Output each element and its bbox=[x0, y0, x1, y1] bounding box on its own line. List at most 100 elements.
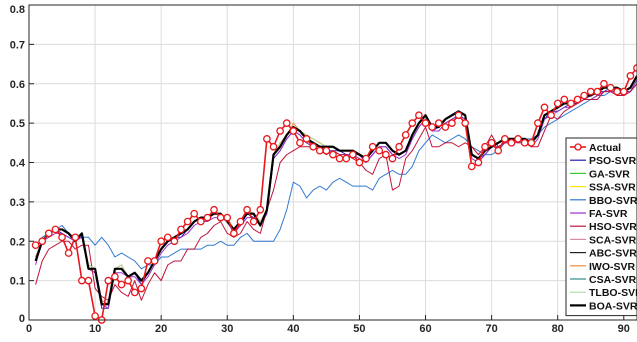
data-point-actual bbox=[500, 135, 509, 143]
x-tick-label: 10 bbox=[89, 323, 101, 335]
data-point-actual bbox=[342, 154, 351, 163]
data-point-actual bbox=[243, 205, 251, 214]
data-point-actual bbox=[117, 280, 126, 289]
legend-label: SCA-SVR bbox=[589, 234, 637, 246]
x-tick-label: 80 bbox=[552, 323, 564, 335]
data-point-actual bbox=[434, 119, 443, 127]
data-point-actual bbox=[276, 127, 284, 135]
x-tick-label: 50 bbox=[353, 323, 365, 335]
data-point-actual bbox=[441, 123, 450, 131]
data-point-actual bbox=[157, 237, 166, 246]
data-point-actual bbox=[507, 138, 516, 147]
legend-label: SSA-SVR bbox=[589, 182, 636, 194]
data-point-actual bbox=[368, 142, 377, 151]
x-tick-label: 40 bbox=[287, 323, 299, 335]
data-point-actual bbox=[454, 111, 463, 120]
data-point-actual bbox=[269, 142, 278, 151]
x-tick-label: 70 bbox=[485, 323, 497, 335]
data-point-actual bbox=[335, 154, 344, 163]
data-point-actual bbox=[58, 233, 66, 242]
data-point-actual bbox=[104, 276, 113, 285]
axis-tick-labels: 0 10 20 30 40 50 60 70 80 90 0 0.1 0.2 0.3 0.4 0.5 0.6 0.… bbox=[10, 4, 630, 335]
data-point-actual bbox=[600, 79, 608, 88]
data-point-actual bbox=[315, 146, 324, 155]
data-point-actual bbox=[467, 162, 476, 171]
y-tick-label: 0.1 bbox=[10, 276, 25, 288]
data-point-actual bbox=[481, 142, 489, 151]
data-point-actual bbox=[448, 119, 456, 127]
data-point-actual bbox=[51, 225, 60, 234]
data-point-actual bbox=[408, 119, 417, 127]
x-tick-label: 60 bbox=[419, 323, 431, 335]
data-point-actual bbox=[534, 119, 542, 127]
data-point-actual bbox=[64, 249, 73, 257]
data-point-actual bbox=[170, 237, 179, 246]
data-point-actual bbox=[619, 87, 628, 96]
legend-label: PSO-SVR bbox=[589, 155, 637, 167]
legend-label: HSO-SVR bbox=[589, 221, 637, 233]
y-tick-label: 0.5 bbox=[10, 118, 25, 130]
data-point-actual bbox=[71, 233, 80, 242]
data-point-actual bbox=[567, 99, 575, 108]
legend-marker bbox=[574, 143, 582, 151]
data-point-actual bbox=[124, 276, 132, 285]
data-point-actual bbox=[553, 99, 562, 108]
legend-label: TLBO-SVR bbox=[589, 287, 637, 299]
data-point-actual bbox=[421, 119, 430, 127]
y-tick-label: 0.3 bbox=[10, 197, 25, 209]
data-point-actual bbox=[388, 154, 397, 163]
data-point-actual bbox=[84, 276, 93, 285]
legend-label: CSA-SVR bbox=[589, 274, 637, 286]
series-line-boa-svr bbox=[34, 75, 637, 306]
data-point-actual bbox=[395, 142, 403, 151]
data-point-actual bbox=[31, 241, 40, 250]
data-point-actual bbox=[296, 138, 304, 147]
legend-label: FA-SVR bbox=[589, 208, 628, 220]
data-point-actual bbox=[210, 205, 218, 214]
data-point-actual bbox=[38, 237, 47, 246]
data-point-actual bbox=[527, 138, 536, 147]
legend-label: GA-SVR bbox=[589, 168, 630, 180]
data-point-actual bbox=[150, 257, 159, 265]
data-point-actual bbox=[302, 135, 311, 143]
data-point-actual bbox=[487, 138, 496, 147]
data-point-actual bbox=[216, 213, 225, 222]
data-point-actual bbox=[263, 135, 271, 143]
data-point-actual bbox=[586, 87, 595, 96]
x-tick-label: 0 bbox=[26, 323, 32, 335]
plot-frame bbox=[28, 4, 637, 321]
y-tick-label: 0.4 bbox=[10, 158, 26, 170]
data-point-actual bbox=[415, 111, 423, 120]
data-point-actual bbox=[289, 127, 298, 135]
y-tick-label: 0.2 bbox=[10, 236, 25, 248]
y-tick-label: 0.8 bbox=[10, 4, 25, 16]
legend-label: ABC-SVR bbox=[589, 248, 637, 260]
data-point-actual bbox=[613, 87, 622, 96]
data-point-actual bbox=[560, 95, 569, 104]
x-tick-label: 20 bbox=[155, 323, 167, 335]
data-point-actual bbox=[382, 150, 390, 159]
data-point-actual bbox=[573, 95, 582, 104]
data-point-actual bbox=[593, 87, 602, 96]
data-point-actual bbox=[190, 209, 199, 218]
data-point-actual bbox=[401, 131, 410, 139]
data-point-actual bbox=[348, 150, 357, 159]
data-point-actual bbox=[580, 91, 588, 100]
data-point-actual bbox=[230, 229, 238, 238]
data-point-actual bbox=[547, 111, 555, 120]
data-point-actual bbox=[606, 83, 615, 92]
series-layer bbox=[31, 64, 637, 324]
y-tick-label: 0 bbox=[19, 313, 25, 325]
data-point-actual bbox=[520, 138, 529, 147]
data-point-actual bbox=[256, 205, 265, 214]
legend-label: IWO-SVR bbox=[589, 261, 635, 273]
data-point-actual bbox=[461, 119, 470, 127]
legend-label: Actual bbox=[589, 142, 621, 154]
data-point-actual bbox=[183, 217, 192, 226]
data-point-actual bbox=[282, 119, 291, 127]
data-point-actual bbox=[137, 284, 146, 293]
data-point-actual bbox=[91, 312, 99, 320]
